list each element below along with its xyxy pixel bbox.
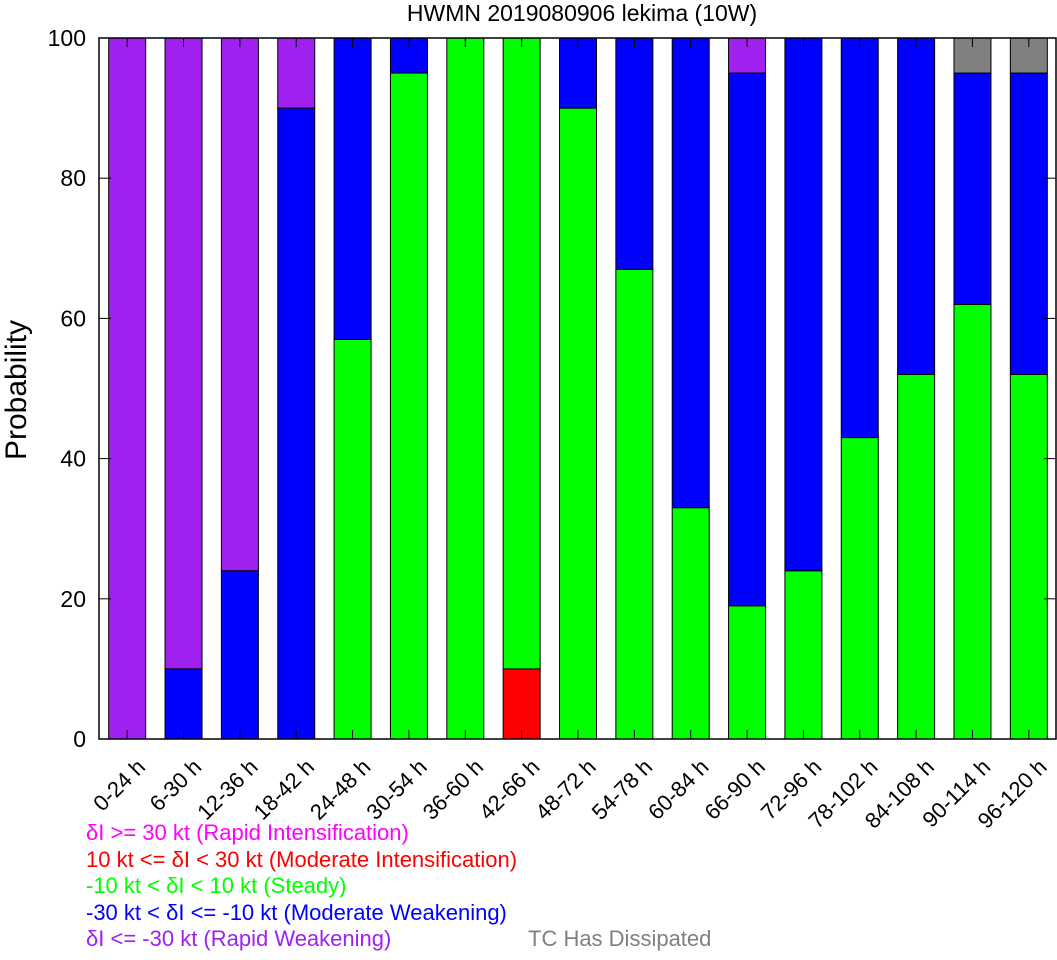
legend: δI >= 30 kt (Rapid Intensification) 10 k… [86,820,517,953]
chart-title: HWMN 2019080906 lekima (10W) [407,0,757,26]
legend-item-moderate-weakening: -30 kt < δI <= -10 kt (Moderate Weakenin… [86,899,507,925]
y-tick-label-20: 20 [60,586,86,612]
x-tick-label-18-42-h: 18-42 h [249,754,319,824]
bar-segment-6-30-h-s3 [164,668,203,740]
x-tick-label-36-60-h: 36-60 h [418,754,488,824]
plot-frame [98,37,1057,740]
bar-segment-30-54-h-s2 [389,72,428,740]
bar-segment-18-42-h-s3 [277,107,316,740]
bar-segment-96-120-h-s3 [1009,72,1048,375]
bar-segment-90-114-h-s3 [953,72,992,305]
bar-segment-78-102-h-s2 [840,437,879,740]
bar-segment-48-72-h-s3 [559,37,597,109]
bar-segment-24-48-h-s3 [333,37,372,340]
bar-segment-60-84-h-s2 [671,507,710,740]
bar-segment-60-84-h-s3 [671,37,710,509]
bar-segment-18-42-h-s4 [277,37,316,109]
bar-segment-84-108-h-s3 [897,37,936,375]
bar-segment-42-66-h-s1 [502,668,541,740]
x-tick-label-54-78-h: 54-78 h [587,754,657,824]
bar-segment-48-72-h-s2 [559,107,597,740]
y-tick-label-60: 60 [60,305,86,331]
legend-item-steady: -10 kt < δI < 10 kt (Steady) [86,873,347,898]
bar-segment-96-120-h-s2 [1009,373,1048,740]
y-axis-label: Probability [0,320,33,460]
bar-segment-72-96-h-s3 [784,37,823,572]
legend-item-dissipated: TC Has Dissipated [528,926,712,951]
bar-segment-24-48-h-s2 [333,338,372,740]
x-tick-label-66-90-h: 66-90 h [699,754,769,824]
bar-segment-54-78-h-s2 [615,268,654,740]
x-tick-label-42-66-h: 42-66 h [474,754,544,824]
bar-segment-90-114-h-s2 [953,303,992,740]
bars-layer [108,37,1048,740]
bar-segment-66-90-h-s2 [728,605,767,740]
y-tick-label-0: 0 [73,726,86,752]
x-tick-label-60-84-h: 60-84 h [643,754,713,824]
bar-segment-36-60-h-s2 [446,37,485,740]
y-tick-label-40: 40 [60,446,86,472]
bar-segment-72-96-h-s2 [784,570,823,740]
bar-segment-96-120-h-s5 [1009,37,1048,74]
bar-segment-42-66-h-s2 [502,37,541,670]
bar-segment-12-36-h-s4 [220,37,259,572]
x-tick-label-0-24-h: 0-24 h [88,754,150,816]
bar-segment-0-24-h-s4 [108,37,147,740]
legend-item-moderate-intensification: 10 kt <= δI < 30 kt (Moderate Intensific… [86,846,518,872]
bar-segment-78-102-h-s3 [840,37,879,439]
y-tick-label-100: 100 [48,25,86,51]
bar-segment-6-30-h-s4 [164,37,203,670]
x-tick-label-48-72-h: 48-72 h [530,754,600,824]
x-tick-label-12-36-h: 12-36 h [192,754,262,824]
legend-item-rapid-weakening: δI <= -30 kt (Rapid Weakening) [86,926,392,951]
legend-item-rapid-intensification: δI >= 30 kt (Rapid Intensification) [86,820,409,845]
bar-segment-66-90-h-s3 [728,72,767,607]
bar-segment-12-36-h-s3 [220,570,259,740]
y-tick-label-80: 80 [60,165,86,191]
bar-segment-54-78-h-s3 [615,37,654,270]
bar-segment-84-108-h-s2 [897,373,936,740]
x-tick-label-24-48-h: 24-48 h [305,754,375,824]
x-tick-label-30-54-h: 30-54 h [361,754,431,824]
